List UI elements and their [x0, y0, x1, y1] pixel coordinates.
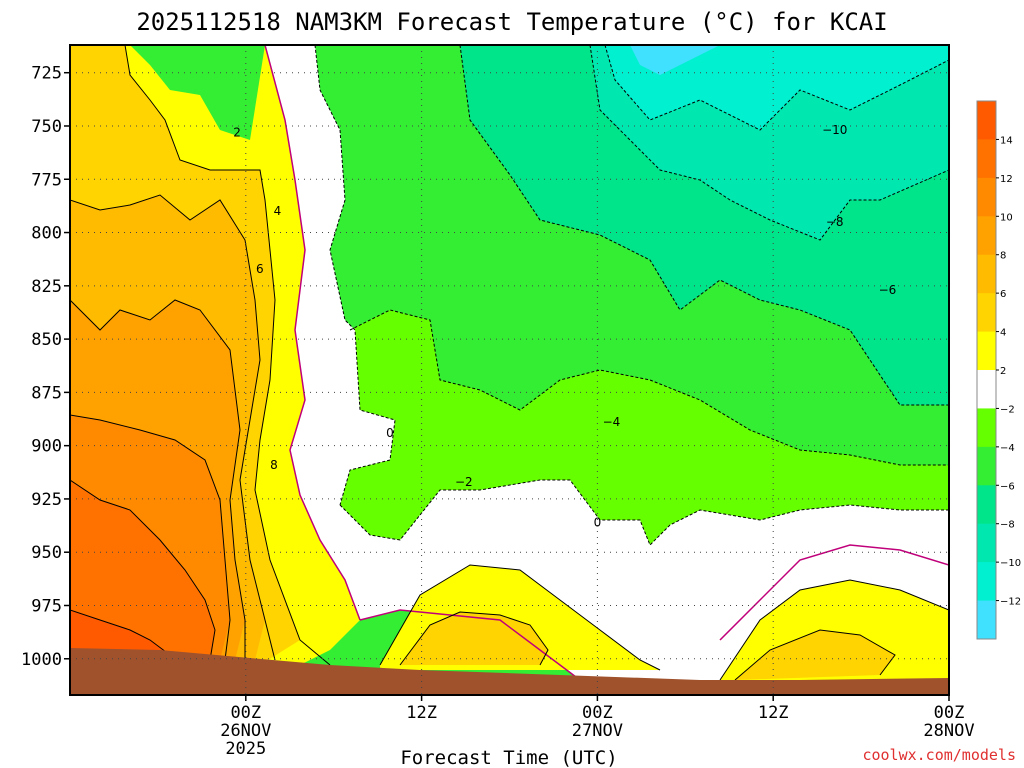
colorbar-label: 10 — [1000, 212, 1013, 223]
colorbar-swatch — [977, 101, 996, 140]
y-tick-label: 950 — [31, 543, 62, 563]
isotherm-plus-2-lower-1 — [379, 564, 661, 671]
colorbar-label: 2 — [1000, 366, 1006, 377]
contour-label: 2 — [233, 125, 241, 139]
x-tick-label: 12Z — [406, 703, 437, 723]
y-tick-label: 1000 — [21, 650, 62, 670]
isotherm-plus-12 — [70, 609, 171, 656]
contour-label: 0 — [386, 426, 394, 440]
colorbar-label: 4 — [1000, 328, 1006, 339]
positive-isotherms — [70, 45, 949, 681]
colorbar-swatch — [977, 370, 996, 409]
y-tick-label: 775 — [31, 170, 62, 190]
colorbar-label: 8 — [1000, 251, 1006, 262]
y-axis: 725 750 775 800 825 850 875 900 925 950 975 1000 — [21, 64, 70, 670]
plot-area: 2 4 6 8 0 −2 0 −4 −10 −8 −6 — [70, 45, 949, 695]
contour-label: 4 — [274, 204, 282, 218]
isotherm-plus-10 — [70, 479, 216, 661]
x-tick-label: 27NOV — [572, 721, 623, 741]
isotherm-plus-4-lower-1 — [399, 611, 549, 666]
x-tick-label: 12Z — [758, 703, 789, 723]
x-tick-label: 2025 — [225, 739, 266, 759]
isotherm-minus-2 — [349, 309, 949, 466]
y-tick-label: 975 — [31, 596, 62, 616]
contour-labels: 2 4 6 8 0 −2 0 −4 −10 −8 −6 — [233, 123, 896, 529]
contour-label: 8 — [270, 458, 278, 472]
y-tick-label: 900 — [31, 437, 62, 457]
y-tick-label: 925 — [31, 490, 62, 510]
colorbar-swatch — [977, 408, 996, 448]
isotherm-plus-2 — [124, 45, 331, 666]
colorbar: 14 12 10 8 6 4 2 −2 −4 −6 −8 −10 −12 — [976, 100, 1021, 640]
colorbar-swatch — [977, 331, 996, 371]
region-near-zero-white — [265, 45, 949, 695]
x-tick-label: 00Z — [582, 703, 613, 723]
colorbar-label: −6 — [1000, 481, 1015, 492]
contour-label: −6 — [879, 283, 897, 297]
isotherm-plus-4 — [70, 194, 276, 661]
isotherm-zero-right — [719, 544, 949, 641]
colorbar-swatch — [977, 216, 996, 256]
ground-below-surface — [70, 648, 949, 695]
y-tick-label: 825 — [31, 277, 62, 297]
region-minus-10-to-minus-12 — [605, 45, 949, 130]
colorbar-swatch — [977, 254, 996, 294]
contour-label: −10 — [822, 123, 847, 137]
grid-lines — [70, 45, 949, 695]
credit-text: coolwx.com/models — [862, 746, 1016, 764]
region-minus-2-to-minus-4 — [340, 310, 949, 545]
y-tick-label: 850 — [31, 330, 62, 350]
isotherm-plus-2-lower-2 — [719, 579, 949, 681]
contour-label: −4 — [603, 415, 621, 429]
x-axis-label: Forecast Time (UTC) — [400, 747, 617, 768]
contour-label: −2 — [455, 475, 473, 489]
contour-label: 6 — [256, 262, 264, 276]
colorbar-label: −10 — [1000, 558, 1021, 569]
chart-title: 2025112518 NAM3KM Forecast Temperature (… — [136, 8, 887, 36]
y-tick-label: 725 — [31, 64, 62, 84]
region-plus-12-to-plus-14 — [70, 480, 215, 660]
contour-label: −8 — [826, 215, 844, 229]
region-plus-14-to-plus-16 — [70, 610, 170, 655]
colorbar-label: 12 — [1000, 174, 1013, 185]
y-tick-label: 800 — [31, 224, 62, 244]
colorbar-swatch — [977, 139, 996, 179]
colorbar-swatch — [977, 562, 996, 602]
isotherm-minus-8 — [589, 45, 949, 241]
plot-frame — [69, 44, 950, 696]
colorbar-swatch — [977, 446, 996, 486]
colorbar-label: 6 — [1000, 289, 1006, 300]
colorbar-label: 14 — [1000, 135, 1013, 146]
colorbar-swatch — [977, 523, 996, 563]
region-plus-4-to-plus-6-lower-1 — [400, 612, 548, 665]
y-tick-label: 750 — [31, 117, 62, 137]
region-plus-4-to-plus-6-lower-2 — [735, 630, 895, 680]
isotherm-plus-6 — [70, 299, 246, 660]
x-tick-label: 00Z — [230, 703, 261, 723]
isotherm-plus-8 — [70, 414, 231, 661]
region-below-minus-12 — [630, 45, 720, 75]
negative-isotherms — [314, 45, 949, 546]
isotherm-minus-10 — [604, 45, 949, 131]
x-tick-label: 28NOV — [923, 721, 974, 741]
contour-label: 0 — [594, 515, 602, 529]
colorbar-swatch — [977, 485, 996, 525]
isotherm-minus-4 — [314, 45, 396, 506]
isotherm-minus-2-lower — [339, 479, 949, 546]
colorbar-label: −4 — [1000, 443, 1015, 454]
zero-isotherms — [264, 45, 949, 695]
isotherm-zero-lower — [359, 609, 601, 695]
x-tick-label: 00Z — [934, 703, 965, 723]
isotherm-zero-upper — [264, 45, 361, 621]
colorbar-label: −12 — [1000, 597, 1021, 608]
colorbar-swatch — [977, 177, 996, 217]
colorbar-label: −8 — [1000, 520, 1015, 531]
y-tick-label: 875 — [31, 383, 62, 403]
colorbar-swatch — [977, 600, 996, 640]
colorbar-label: −2 — [1000, 404, 1015, 415]
colorbar-swatch — [977, 293, 996, 333]
x-tick-label: 26NOV — [220, 721, 271, 741]
